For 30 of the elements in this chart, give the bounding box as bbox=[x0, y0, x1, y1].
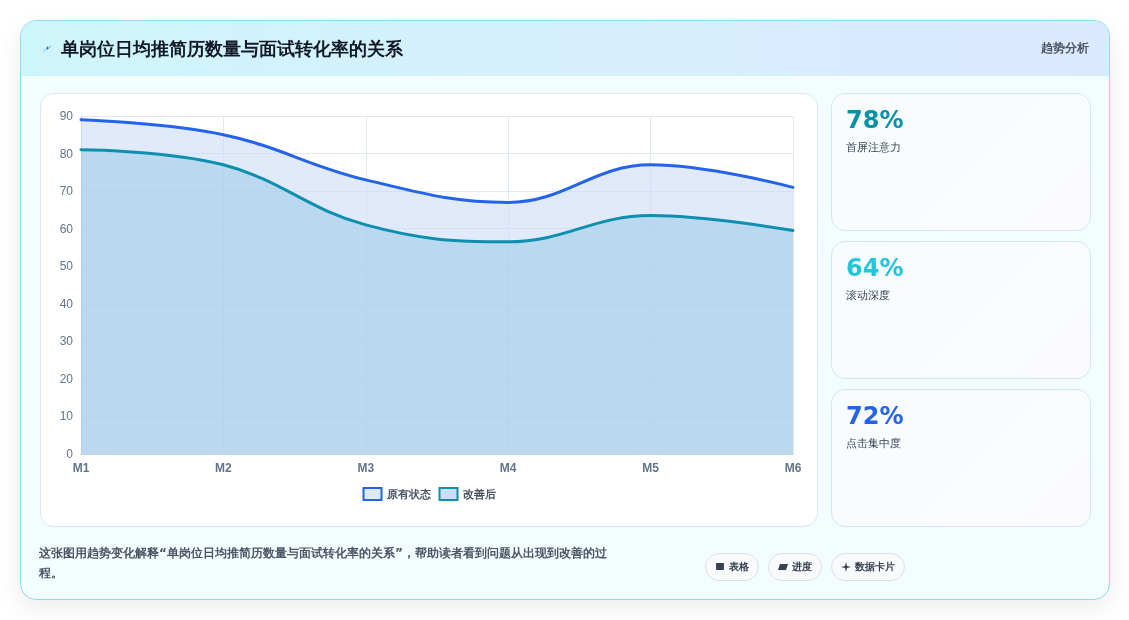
text: 表格 bbox=[729, 560, 749, 574]
y-tick-label: 90 bbox=[59, 109, 74, 123]
y-tick-label: 50 bbox=[59, 259, 74, 274]
x-tick-label: M6 bbox=[784, 461, 802, 475]
text: 首屏注意力 bbox=[846, 140, 901, 155]
chart-title: 单岗位日均推简历数量与面试转化率的关系 bbox=[61, 36, 403, 61]
y-tick-label: 10 bbox=[59, 409, 74, 424]
text: 78% bbox=[846, 106, 904, 134]
y-tick-label: 60 bbox=[59, 221, 74, 236]
text: 这张图用趋势变化解释“单岗位日均推简历数量与面试转化率的关系”，帮助读者看到问题从出现到改善的过程。 bbox=[39, 545, 608, 582]
x-tick-label: M1 bbox=[72, 461, 90, 475]
text: 点击集中度 bbox=[846, 436, 901, 451]
y-tick-label: 40 bbox=[59, 296, 74, 311]
y-tick-label: 30 bbox=[59, 334, 74, 349]
y-tick-label: 80 bbox=[59, 146, 74, 161]
x-tick-label: M4 bbox=[499, 461, 517, 475]
y-tick-label: 20 bbox=[59, 371, 74, 386]
text: 数据卡片 bbox=[855, 560, 895, 574]
x-tick-label: M5 bbox=[642, 461, 660, 475]
text: 进度 bbox=[792, 560, 812, 574]
legend-label: 原有状态 bbox=[385, 488, 432, 500]
y-tick-label: 70 bbox=[59, 184, 74, 199]
text: 72% bbox=[846, 402, 904, 430]
y-tick-label: 0 bbox=[66, 447, 74, 461]
x-tick-label: M3 bbox=[357, 461, 375, 475]
text: 64% bbox=[846, 254, 904, 282]
legend-label: 改善后 bbox=[462, 488, 496, 500]
x-tick-label: M2 bbox=[215, 461, 233, 475]
text: 滚动深度 bbox=[846, 288, 890, 303]
text: 趋势分析 bbox=[1041, 40, 1089, 57]
